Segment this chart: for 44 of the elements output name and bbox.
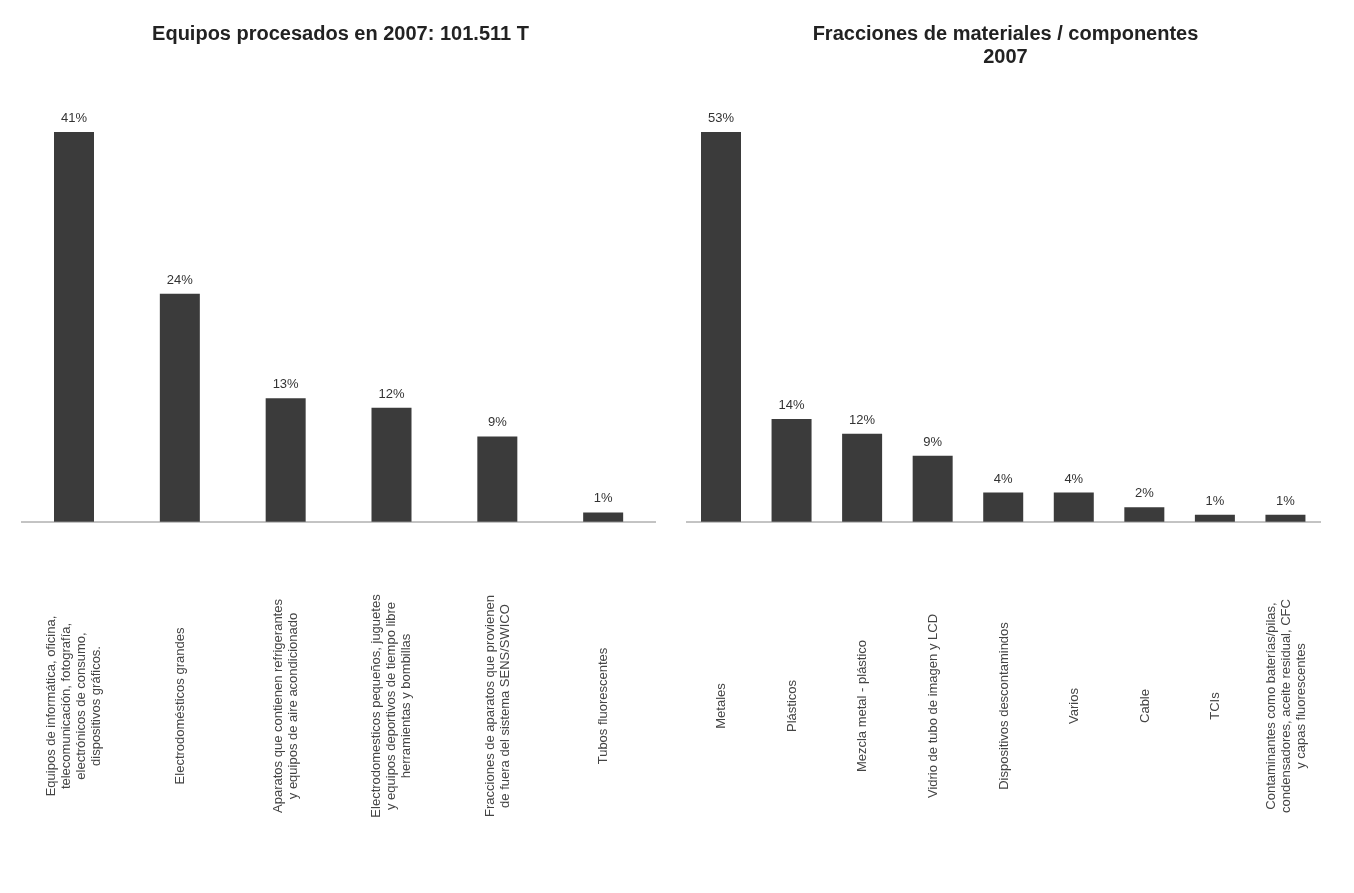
bar xyxy=(53,132,94,522)
x-tick-label: Electrodomesticos pequeños, juguetes y equipos deportivos de tiempo libre herramientas y bombillas xyxy=(367,593,413,818)
chart-title: Fracciones de materiales / componentes 2007 xyxy=(811,22,1200,69)
bar xyxy=(582,512,623,522)
x-tick-label: Tubos fluorescentes xyxy=(594,647,610,765)
data-label: 2% xyxy=(1134,485,1154,501)
bar xyxy=(700,132,741,522)
x-tick-label: Mezcla metal - plástico xyxy=(853,639,869,773)
chart-title: Equipos procesados en 2007: 101.511 T xyxy=(151,22,530,46)
data-label: 9% xyxy=(922,433,942,449)
bar xyxy=(982,492,1023,522)
x-tick-label: Vidrio de tubo de imagen y LCD xyxy=(924,613,940,799)
x-tick-label: TCIs xyxy=(1206,691,1222,720)
x-tick-label: Dispositivos descontamindos xyxy=(995,621,1010,790)
x-tick-label: Electrodomésticos grandes xyxy=(171,627,187,785)
bar xyxy=(1123,507,1164,522)
data-label: 24% xyxy=(166,271,193,287)
bar xyxy=(476,436,517,522)
data-label: 1% xyxy=(1275,492,1295,508)
x-tick-label: Contaminantes como baterías/pilas, condensadores, aceite residual, CFC y capas fluorescentes xyxy=(1262,599,1308,813)
data-label: 4% xyxy=(993,470,1013,486)
bar xyxy=(371,407,411,522)
data-label: 12% xyxy=(848,411,876,427)
bar xyxy=(159,293,200,522)
bar xyxy=(771,418,812,522)
data-label: 9% xyxy=(487,414,507,430)
data-label: 1% xyxy=(593,490,613,506)
data-label: 41% xyxy=(60,110,87,125)
x-tick-label: Cable xyxy=(1136,689,1152,723)
bar xyxy=(841,433,882,522)
x-tick-label: Varios xyxy=(1065,687,1081,724)
x-tick-label: Plásticos xyxy=(783,679,799,733)
data-label: 14% xyxy=(778,396,805,412)
data-label: 53% xyxy=(707,110,734,125)
bar xyxy=(1053,492,1094,522)
data-label: 4% xyxy=(1063,470,1084,486)
data-label: 13% xyxy=(272,376,299,392)
bar xyxy=(912,455,953,522)
x-tick-label: Metales xyxy=(712,682,728,729)
data-label: 1% xyxy=(1204,492,1225,508)
x-tick-label: Aparatos que contienen refrigerantes y equipos de aire acondicionado xyxy=(269,598,300,813)
x-tick-label: Equipos de informática, oficina, telecomunicación, fotografía, electrónicos de consumo, dispositivos gráficos. xyxy=(42,615,103,797)
bar xyxy=(265,398,306,522)
data-label: 12% xyxy=(377,385,405,401)
